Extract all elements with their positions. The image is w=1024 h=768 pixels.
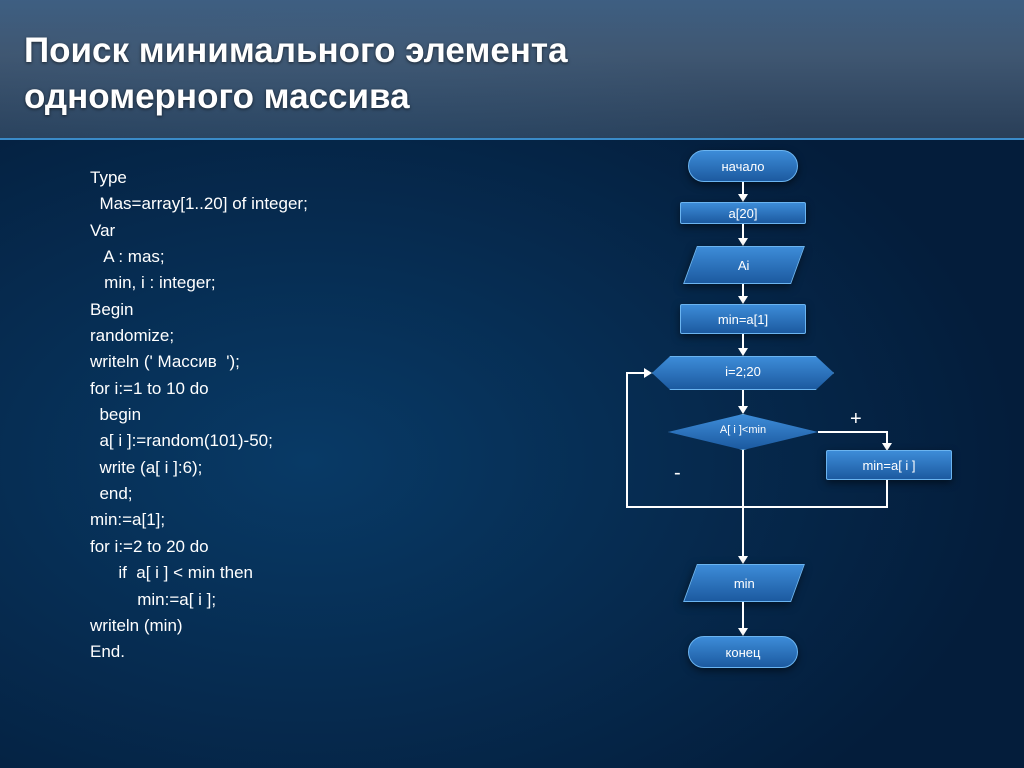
code-line: min:=a[ i ]; (90, 590, 216, 609)
edge (742, 334, 744, 348)
title-line-1: Поиск минимального элемента (24, 31, 568, 70)
arrow-head-icon (738, 406, 748, 414)
code-line: randomize; (90, 326, 174, 345)
node-start-label: начало (721, 159, 764, 174)
code-line: end; (90, 484, 133, 503)
code-line: A : mas; (90, 247, 165, 266)
code-line: begin (90, 405, 141, 424)
node-input-label: Ai (738, 258, 750, 273)
node-input: Ai (683, 246, 805, 284)
code-line: if a[ i ] < min then (90, 563, 253, 582)
node-output-label: min (734, 576, 755, 591)
edge (626, 373, 628, 508)
arrow-head-icon (738, 628, 748, 636)
pascal-code: Type Mas=array[1..20] of integer; Var A … (90, 165, 308, 666)
edge (742, 450, 744, 508)
arrow-head-icon (738, 194, 748, 202)
node-decl-label: a[20] (729, 206, 758, 221)
edge (886, 431, 888, 443)
code-line: writeln (min) (90, 616, 183, 635)
node-assign: min=a[ i ] (826, 450, 952, 480)
node-init: min=a[1] (680, 304, 806, 334)
node-loophex-label: i=2;20 (652, 364, 834, 379)
node-assign-label: min=a[ i ] (862, 458, 915, 473)
code-line: for i:=2 to 20 do (90, 537, 209, 556)
edge (742, 390, 744, 406)
node-cond-label: A[ i ]<min (668, 424, 818, 436)
code-line: min, i : integer; (90, 273, 216, 292)
arrow-head-icon (738, 556, 748, 564)
edge (742, 284, 744, 296)
node-end: конец (688, 636, 798, 668)
code-line: Mas=array[1..20] of integer; (90, 194, 308, 213)
slide-header: Поиск минимального элемента одномерного … (0, 0, 1024, 140)
edge (742, 224, 744, 238)
edge (818, 431, 888, 433)
plus-label: + (850, 408, 862, 431)
node-start: начало (688, 150, 798, 182)
flowchart: начало a[20] Ai min=a[1] i=2;20 A[ i ]<m… (540, 150, 1010, 760)
code-line: write (a[ i ]:6); (90, 458, 202, 477)
code-line: a[ i ]:=random(101)-50; (90, 431, 273, 450)
arrow-head-icon (738, 238, 748, 246)
code-line: Begin (90, 300, 133, 319)
slide-title: Поиск минимального элемента одномерного … (24, 28, 994, 119)
arrow-head-icon (738, 296, 748, 304)
code-line: min:=a[1]; (90, 510, 165, 529)
node-init-label: min=a[1] (718, 312, 768, 327)
node-decl: a[20] (680, 202, 806, 224)
code-line: Type (90, 168, 127, 187)
edge (742, 182, 744, 194)
code-line: Var (90, 221, 115, 240)
edge (626, 372, 646, 374)
minus-label: - (674, 462, 681, 485)
edge (886, 480, 888, 508)
code-line: writeln (' Массив '); (90, 352, 240, 371)
node-end-label: конец (726, 645, 761, 660)
edge (743, 506, 888, 508)
node-output: min (683, 564, 805, 602)
code-line: for i:=1 to 10 do (90, 379, 209, 398)
arrow-head-icon (738, 348, 748, 356)
arrow-head-icon (644, 368, 652, 378)
title-line-2: одномерного массива (24, 77, 410, 116)
edge (742, 602, 744, 628)
edge (742, 508, 744, 556)
code-line: End. (90, 642, 125, 661)
edge (626, 506, 744, 508)
